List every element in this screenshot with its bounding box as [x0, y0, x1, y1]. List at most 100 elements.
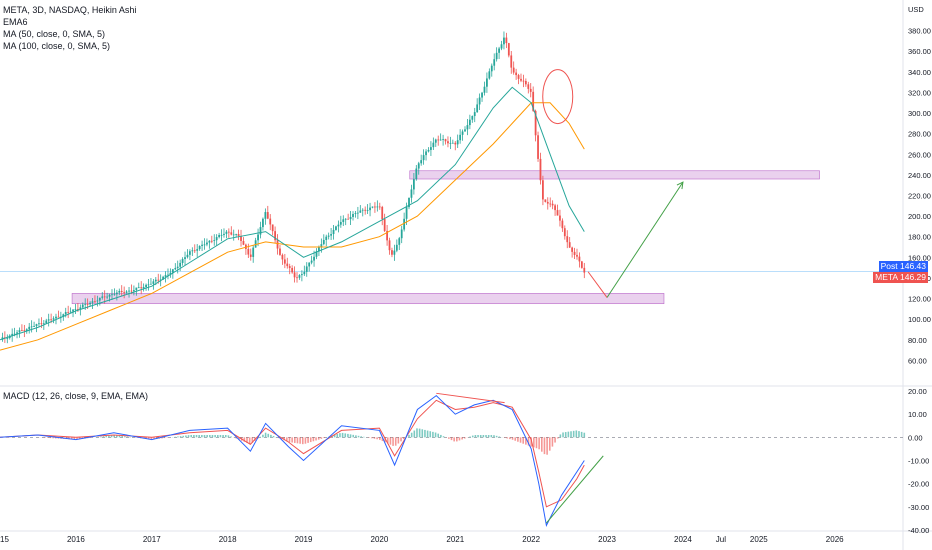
candle-body	[42, 323, 45, 325]
candle-body	[486, 78, 488, 87]
macd-tick-label: 10.00	[908, 410, 927, 419]
macd-histogram-bar	[251, 437, 254, 443]
macd-histogram-bar	[530, 437, 532, 447]
candle-body	[391, 250, 393, 255]
candle-body	[505, 37, 508, 44]
candle-body	[335, 226, 337, 230]
candle-body	[237, 234, 240, 237]
macd-legend[interactable]: MACD (12, 26, close, 9, EMA, EMA)	[3, 391, 149, 401]
post-value: 146.43	[900, 261, 926, 271]
legend-symbol[interactable]: META, 3D, NASDAQ, Heikin Ashi	[3, 5, 137, 15]
candle-body	[503, 37, 505, 45]
candle-body	[347, 218, 350, 220]
candle-body	[30, 326, 33, 328]
macd-histogram-bar	[506, 437, 509, 439]
candle-body	[113, 294, 116, 296]
price-tick-label: 120.00	[908, 295, 931, 304]
candle-body	[288, 266, 291, 269]
candle-body	[308, 262, 311, 267]
macd-histogram-bar	[203, 435, 206, 438]
candle-body	[529, 88, 532, 92]
candle-body	[62, 314, 65, 317]
candle-body	[298, 275, 301, 278]
candle-body	[388, 240, 391, 251]
macd-histogram-bar	[378, 437, 381, 440]
candle-body	[305, 266, 308, 272]
macd-histogram-bar	[384, 437, 386, 443]
candle-body	[352, 213, 354, 217]
macd-histogram-bar	[493, 435, 495, 438]
macd-histogram-bar	[341, 432, 344, 438]
candle-body	[67, 311, 70, 313]
candle-body	[252, 247, 255, 257]
candle-body	[563, 228, 566, 237]
candle-body	[478, 97, 481, 105]
candle-body	[16, 332, 18, 334]
candle-body	[210, 240, 213, 242]
candle-body	[135, 287, 138, 291]
candle-body	[296, 277, 298, 279]
candle-body	[344, 218, 347, 220]
candle-body	[493, 59, 496, 66]
candle-body	[164, 275, 167, 277]
candle-body	[583, 267, 586, 273]
candle-body	[72, 309, 74, 312]
macd-histogram-bar	[214, 435, 216, 438]
candle-body	[466, 125, 469, 130]
candle-body	[568, 242, 571, 248]
candle-body	[437, 139, 440, 141]
legend-ma50[interactable]: MA (50, close, 0, SMA, 5)	[3, 29, 106, 39]
price-tick-label: 180.00	[908, 233, 931, 242]
candle-body	[546, 201, 549, 204]
macd-histogram-bar	[124, 436, 126, 438]
candle-body	[376, 206, 379, 208]
macd-histogram-bar	[78, 437, 81, 440]
macd-histogram-bar	[535, 437, 538, 449]
candle-body	[206, 242, 208, 245]
candle-body	[520, 78, 522, 81]
candle-body	[35, 324, 38, 327]
candle-body	[371, 206, 374, 208]
macd-histogram-bar	[288, 437, 291, 443]
price-tick-label: 60.00	[908, 356, 927, 365]
macd-histogram-bar	[416, 428, 418, 438]
candle-body	[69, 311, 72, 313]
macd-tick-label: 20.00	[908, 387, 927, 396]
candle-body	[293, 272, 296, 278]
candle-body	[259, 227, 262, 235]
candle-body	[181, 259, 184, 263]
candle-body	[142, 286, 145, 289]
candle-body	[162, 276, 165, 280]
price-tick-label: 80.00	[908, 336, 927, 345]
candle-body	[378, 206, 381, 208]
macd-histogram-bar	[235, 437, 238, 439]
macd-histogram-bar	[429, 431, 432, 438]
candle-body	[232, 234, 235, 236]
macd-histogram-bar	[110, 435, 113, 438]
post-label: Post	[880, 261, 898, 271]
legend-ma100[interactable]: MA (100, close, 0, SMA, 5)	[3, 41, 111, 51]
macd-histogram-bar	[301, 437, 304, 445]
candle-body	[108, 294, 111, 297]
time-tick-label: 2025	[750, 535, 768, 544]
candle-body	[580, 261, 583, 268]
macd-histogram-bar	[400, 437, 402, 442]
macd-histogram-bar	[556, 437, 559, 439]
candle-body	[186, 254, 189, 258]
macd-histogram-bar	[116, 435, 118, 438]
candle-body	[310, 260, 313, 263]
macd-histogram-bar	[479, 435, 482, 438]
legend-ema[interactable]: EMA6	[3, 17, 28, 27]
candle-body	[101, 296, 104, 298]
time-tick-label: Jul	[716, 535, 726, 544]
macd-histogram-bar	[394, 437, 397, 446]
candle-body	[320, 244, 323, 248]
signal-line	[0, 399, 585, 508]
candle-body	[468, 119, 471, 126]
projection-up-arrow	[606, 181, 684, 298]
macd-histogram-bar	[182, 435, 185, 438]
candle-body	[96, 300, 99, 302]
candle-body	[415, 168, 418, 180]
candle-body	[94, 301, 96, 303]
